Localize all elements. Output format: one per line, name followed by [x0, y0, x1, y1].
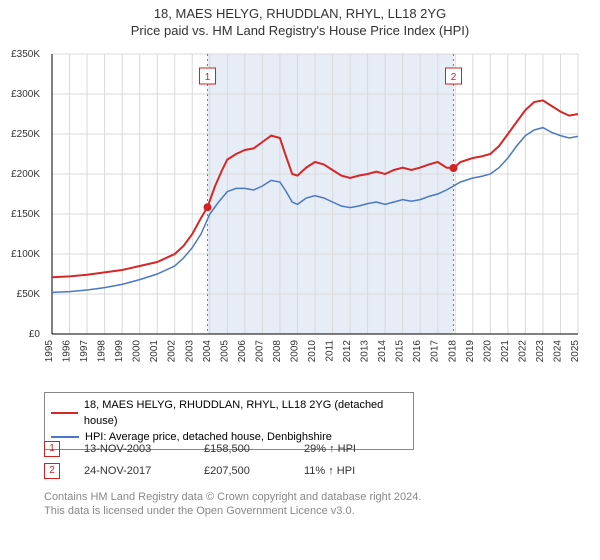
legend-item-property: 18, MAES HELYG, RHUDDLAN, RHYL, LL18 2YG…	[51, 397, 407, 429]
svg-text:2001: 2001	[149, 340, 160, 363]
svg-text:2020: 2020	[482, 340, 493, 363]
svg-text:2010: 2010	[307, 340, 318, 363]
svg-text:1: 1	[205, 72, 211, 83]
svg-text:2018: 2018	[447, 340, 458, 363]
svg-text:2007: 2007	[254, 340, 265, 363]
svg-text:1997: 1997	[79, 340, 90, 363]
marker-price-2: £207,500	[204, 465, 304, 477]
svg-text:2021: 2021	[500, 340, 511, 363]
svg-text:2025: 2025	[570, 340, 581, 363]
svg-text:1999: 1999	[114, 340, 125, 363]
svg-text:£50K: £50K	[17, 289, 41, 300]
marker-row-2: 2 24-NOV-2017 £207,500 11% ↑ HPI	[44, 460, 356, 482]
marker-date-1: 13-NOV-2003	[84, 443, 204, 455]
footer-line1: Contains HM Land Registry data © Crown c…	[44, 490, 421, 504]
price-chart: £0£50K£100K£150K£200K£250K£300K£350K1995…	[44, 48, 584, 378]
svg-text:2019: 2019	[465, 340, 476, 363]
legend-swatch-property	[51, 412, 78, 414]
svg-text:2009: 2009	[289, 340, 300, 363]
title-line2: Price paid vs. HM Land Registry's House …	[0, 23, 600, 38]
svg-text:£350K: £350K	[11, 49, 40, 60]
svg-text:£150K: £150K	[11, 209, 40, 220]
legend-label-property: 18, MAES HELYG, RHUDDLAN, RHYL, LL18 2YG…	[84, 397, 407, 429]
svg-text:2012: 2012	[342, 340, 353, 363]
chart-svg: £0£50K£100K£150K£200K£250K£300K£350K1995…	[44, 48, 584, 378]
svg-text:2: 2	[451, 72, 457, 83]
svg-text:£100K: £100K	[11, 249, 40, 260]
svg-text:2015: 2015	[395, 340, 406, 363]
svg-text:1995: 1995	[44, 340, 55, 363]
svg-text:1996: 1996	[62, 340, 73, 363]
marker-hpi-1: 29% ↑ HPI	[304, 443, 356, 455]
marker-badge-2: 2	[44, 463, 60, 479]
svg-text:2005: 2005	[219, 340, 230, 363]
marker-hpi-2: 11% ↑ HPI	[304, 465, 355, 477]
footer: Contains HM Land Registry data © Crown c…	[44, 490, 421, 518]
svg-text:2006: 2006	[237, 340, 248, 363]
svg-text:2023: 2023	[535, 340, 546, 363]
chart-title-block: 18, MAES HELYG, RHUDDLAN, RHYL, LL18 2YG…	[0, 0, 600, 38]
marker-table: 1 13-NOV-2003 £158,500 29% ↑ HPI 2 24-NO…	[44, 438, 356, 482]
footer-line2: This data is licensed under the Open Gov…	[44, 504, 421, 518]
svg-text:2024: 2024	[552, 340, 563, 363]
marker-date-2: 24-NOV-2017	[84, 465, 204, 477]
marker-row-1: 1 13-NOV-2003 £158,500 29% ↑ HPI	[44, 438, 356, 460]
svg-text:2004: 2004	[202, 340, 213, 363]
svg-text:2000: 2000	[132, 340, 143, 363]
svg-text:2014: 2014	[377, 340, 388, 363]
svg-text:1998: 1998	[97, 340, 108, 363]
svg-text:2013: 2013	[360, 340, 371, 363]
svg-text:£250K: £250K	[11, 129, 40, 140]
svg-text:£200K: £200K	[11, 169, 40, 180]
svg-text:2008: 2008	[272, 340, 283, 363]
svg-text:2022: 2022	[517, 340, 528, 363]
title-line1: 18, MAES HELYG, RHUDDLAN, RHYL, LL18 2YG	[0, 6, 600, 21]
svg-text:2017: 2017	[430, 340, 441, 363]
marker-price-1: £158,500	[204, 443, 304, 455]
marker-badge-1: 1	[44, 441, 60, 457]
svg-text:2003: 2003	[184, 340, 195, 363]
svg-text:2002: 2002	[167, 340, 178, 363]
svg-text:£0: £0	[29, 329, 41, 340]
svg-text:£300K: £300K	[11, 89, 40, 100]
svg-text:2016: 2016	[412, 340, 423, 363]
svg-text:2011: 2011	[325, 340, 336, 362]
